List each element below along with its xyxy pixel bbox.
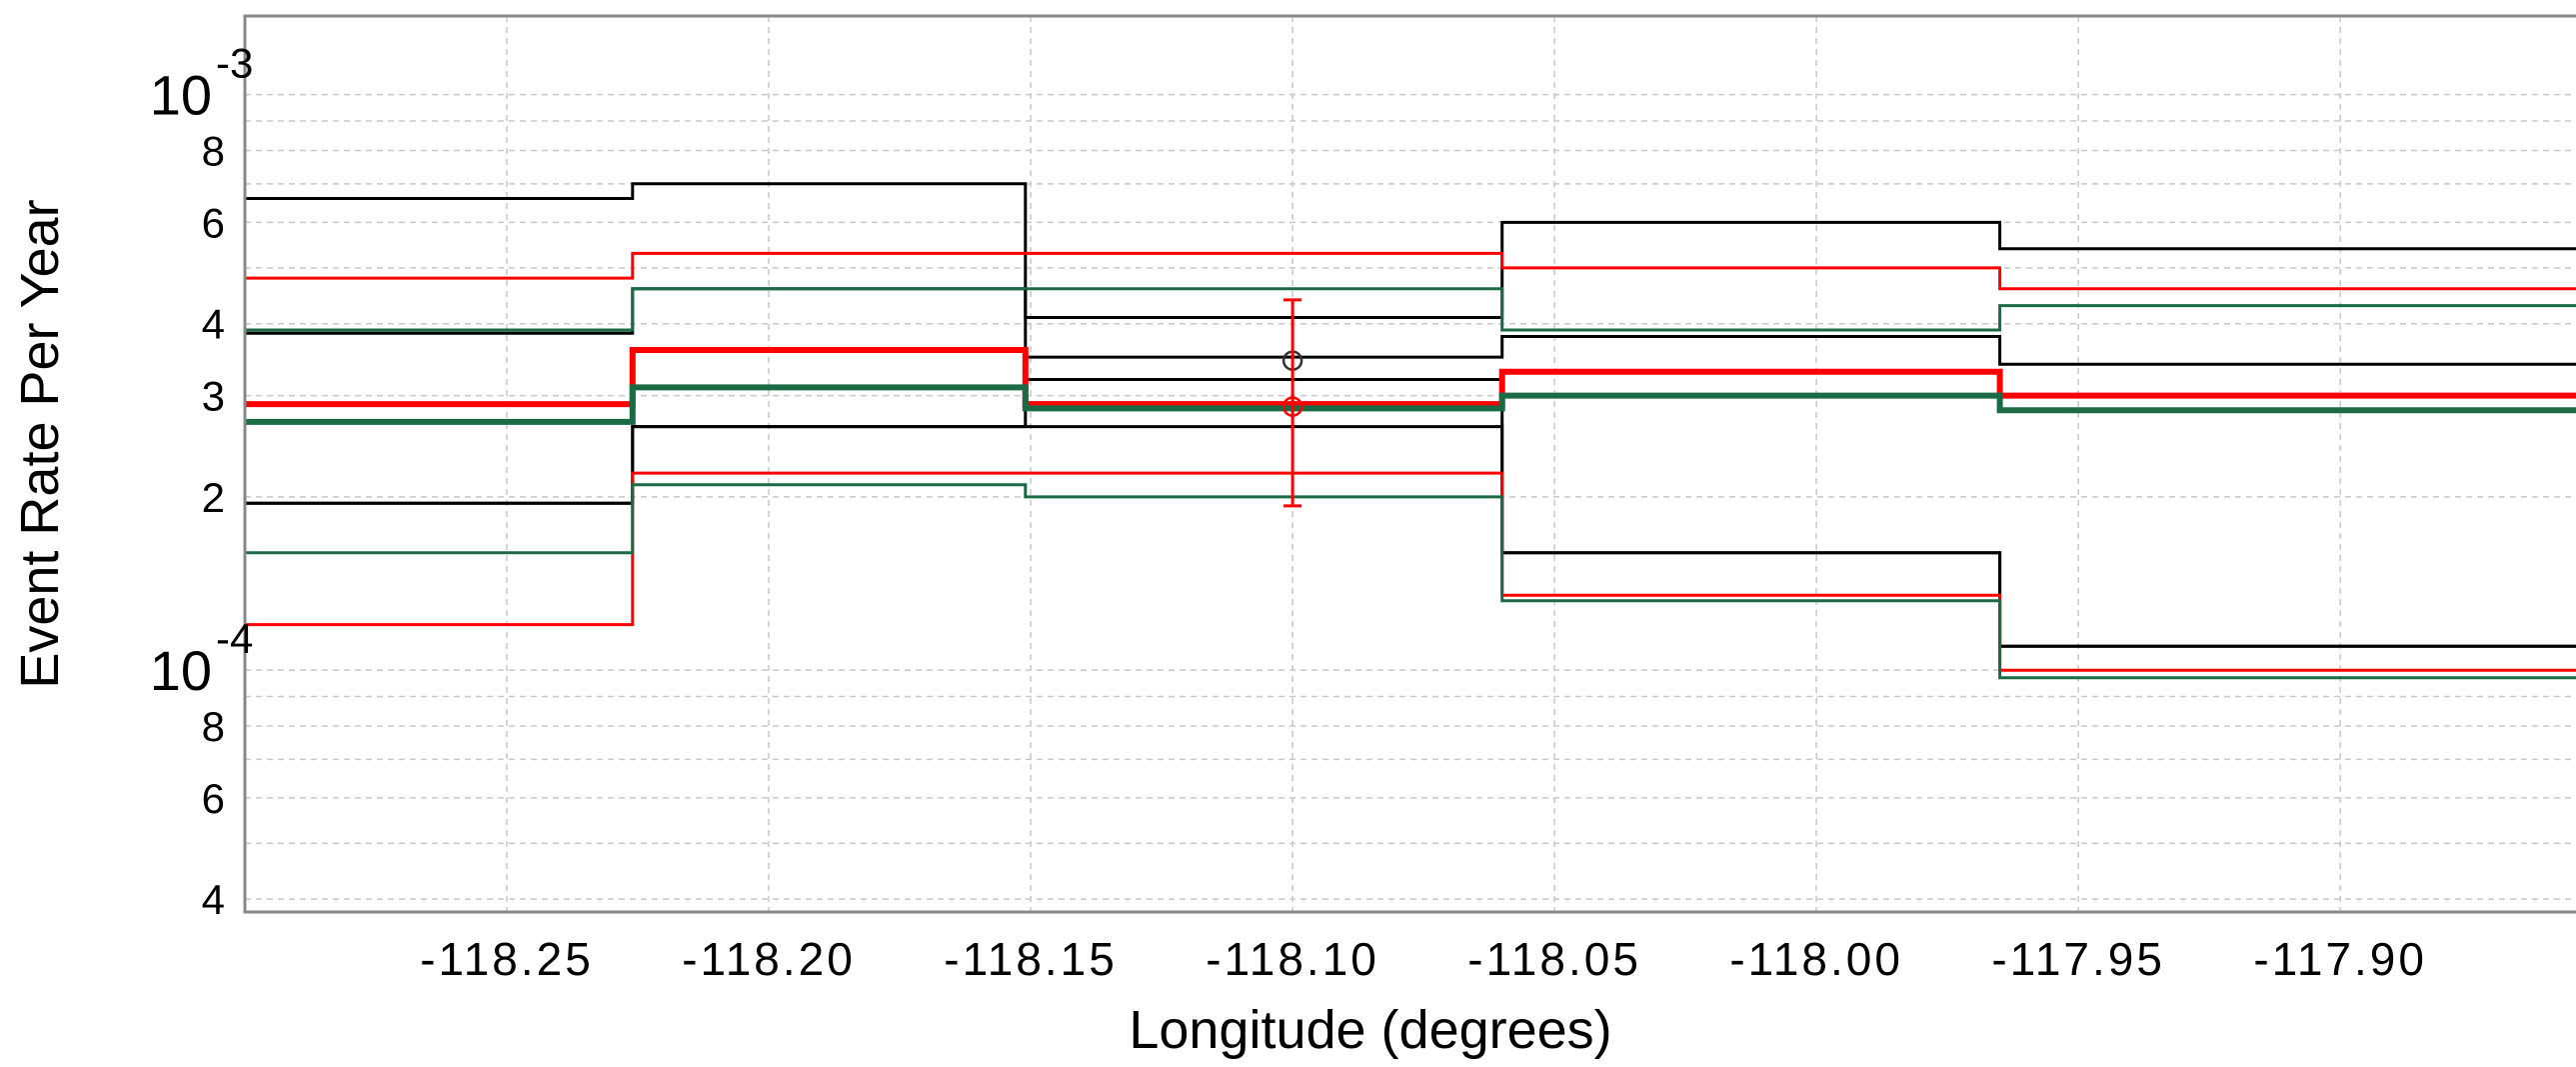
y-tick-label: 4 — [202, 301, 225, 348]
observations-layer — [1282, 298, 1303, 508]
y-decade-exponent: -4 — [216, 615, 253, 662]
y-tick-label: 2 — [202, 474, 225, 521]
series-line-2 — [245, 287, 2576, 366]
y-tick-label: 6 — [202, 199, 225, 246]
y-decade-base: 10 — [150, 64, 212, 127]
series-line-8 — [245, 287, 2576, 332]
plot-frame — [243, 14, 2576, 914]
series-line-10 — [245, 384, 2576, 425]
x-tick-label: -118.25 — [420, 933, 594, 985]
series-line-4 — [245, 425, 2576, 648]
y-tick-label: 8 — [202, 127, 225, 174]
y-decade-exponent: -3 — [216, 40, 253, 87]
x-tick-label: -117.90 — [2253, 933, 2427, 985]
y-tick-label: 6 — [202, 775, 225, 822]
x-tick-label: -118.00 — [1729, 933, 1903, 985]
series-line-5 — [245, 251, 2576, 291]
series-line-1 — [245, 182, 2576, 319]
grid-lines — [245, 16, 2576, 912]
y-decade-base: 10 — [150, 639, 212, 702]
x-tick-label: -117.95 — [1991, 933, 2165, 985]
x-tick-label: -118.10 — [1206, 933, 1379, 985]
y-tick-label: 8 — [202, 703, 225, 750]
observation-point-2 — [1282, 396, 1303, 417]
y-tick-label: 3 — [202, 373, 225, 420]
x-tick-label: -118.15 — [944, 933, 1118, 985]
x-tick-label: -118.20 — [682, 933, 856, 985]
series-line-9 — [245, 483, 2576, 680]
x-tick-labels: -118.25 -118.20 -118.15 -118.10 -118.05 -118.… — [420, 933, 2427, 985]
x-axis-title: Longitude (degrees) — [1129, 1000, 1611, 1060]
x-tick-label: -118.05 — [1467, 933, 1641, 985]
y-axis-title: Event Rate Per Year — [10, 199, 70, 688]
series-layer — [245, 182, 2576, 680]
series-line-7 — [245, 347, 2576, 408]
y-tick-label: 4 — [202, 876, 225, 923]
